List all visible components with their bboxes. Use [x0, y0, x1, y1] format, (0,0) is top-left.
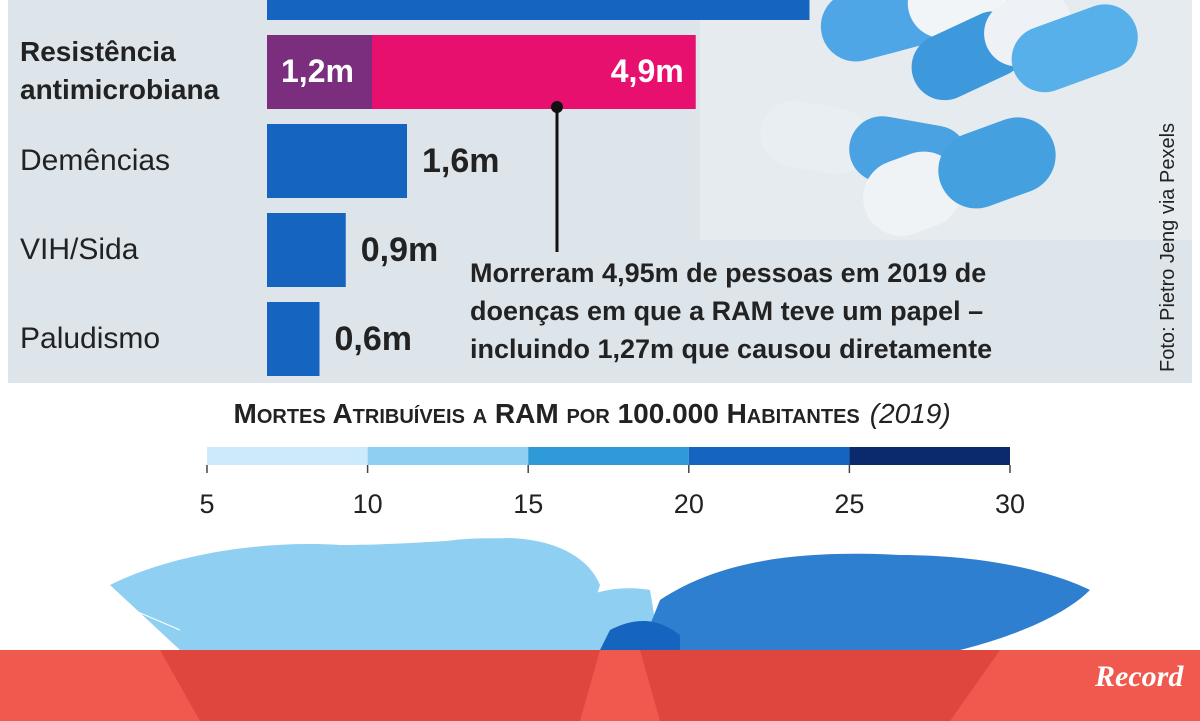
map-under-banner	[160, 650, 1000, 721]
world-map	[109, 538, 1090, 650]
color-bin	[528, 447, 689, 465]
category-label: Paludismo	[20, 322, 161, 355]
value-label: 0,6m	[334, 320, 413, 358]
photo-credit: Foto: Pietro Jeng via Pexels	[1157, 122, 1179, 372]
x-tick-label: 15	[513, 489, 544, 519]
x-tick-label: 10	[352, 489, 383, 519]
direct-bar	[267, 35, 372, 109]
color-bin	[367, 447, 529, 465]
bar	[267, 0, 810, 20]
legend-heading: Mortes Atribuíveis a RAM por 100.000 Hab…	[234, 398, 951, 430]
annotation-text: Morreram 4,95m de pessoas em 2019 de	[470, 258, 987, 288]
bar	[267, 124, 407, 198]
pills-photo	[700, 0, 1192, 240]
annotation-text: doenças em que a RAM teve um papel –	[470, 296, 984, 326]
category-label: Resistência antimicrobiana	[20, 36, 220, 105]
value-label: 1,6m	[422, 142, 500, 180]
x-tick-label: 5	[199, 489, 215, 519]
annotation-dot	[551, 101, 563, 113]
x-tick-label: 25	[834, 489, 865, 519]
direct-value-label: 1,2m	[281, 53, 354, 89]
x-tick-label: 30	[995, 489, 1026, 519]
legend-subtitle: (2019)	[869, 398, 951, 429]
color-bin	[207, 447, 368, 465]
legend-title: Mortes Atribuíveis a RAM por 100.000 Hab…	[233, 398, 860, 429]
category-label: VIH/Sida	[20, 233, 139, 266]
color-bin	[849, 447, 1010, 465]
x-tick-label: 20	[673, 489, 704, 519]
logo: Record	[1095, 660, 1184, 693]
bar	[267, 213, 346, 287]
bar	[267, 302, 320, 376]
value-label: 4,9m	[610, 53, 684, 89]
category-label: Demências	[20, 144, 171, 177]
color-bin	[688, 447, 850, 465]
annotation-text: incluindo 1,27m que causou diretamente	[470, 334, 993, 364]
value-label: 0,9m	[360, 231, 439, 269]
